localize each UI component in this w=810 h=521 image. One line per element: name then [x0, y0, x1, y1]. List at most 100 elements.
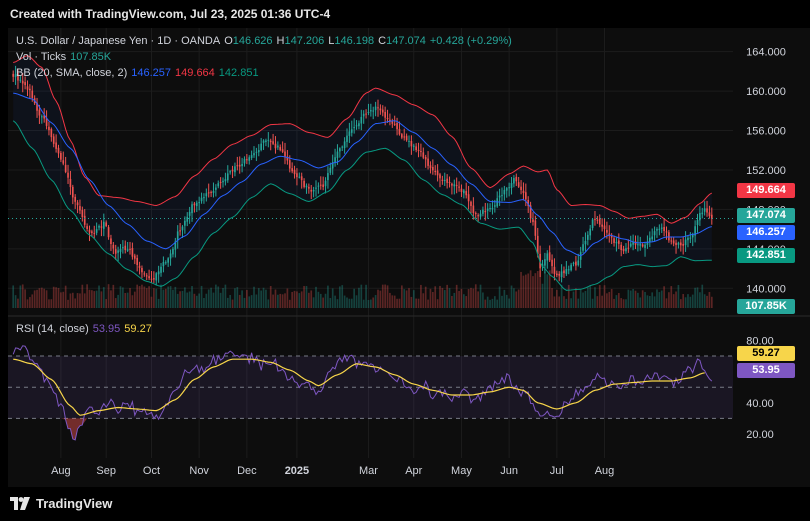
volume-bar — [203, 297, 205, 308]
volume-bar — [551, 288, 553, 308]
volume-bar — [272, 294, 274, 308]
candle-body — [21, 80, 24, 84]
candle-body — [279, 146, 282, 151]
rsi-tick-label: 20.00 — [746, 429, 774, 441]
candle-body — [670, 240, 673, 242]
volume-bar — [684, 297, 687, 308]
candle-body — [248, 157, 251, 161]
candle-body — [446, 178, 448, 183]
volume-bar — [696, 287, 699, 308]
candle-body — [448, 181, 451, 183]
volume-bar — [555, 289, 558, 308]
bb-fill — [13, 55, 712, 291]
candle-body — [420, 151, 422, 153]
volume-bar — [167, 286, 170, 308]
bb-upper-tag: 149.664 — [737, 183, 795, 198]
volume-bar — [193, 293, 196, 308]
volume-bar — [210, 287, 212, 308]
footer-bar: TradingView — [0, 487, 810, 521]
volume-bar — [613, 298, 615, 308]
candle-body — [503, 189, 506, 195]
candle-body — [141, 268, 143, 273]
candle-body — [460, 188, 463, 192]
volume-bar — [439, 285, 441, 308]
volume-bar — [141, 284, 143, 308]
volume-bar — [224, 284, 227, 308]
volume-bar — [67, 299, 69, 308]
candle-body — [334, 157, 336, 163]
volume-bar — [138, 286, 141, 308]
volume-bar — [200, 285, 203, 308]
volume-bar — [515, 291, 518, 308]
volume-bar — [150, 296, 153, 308]
volume-bar — [412, 290, 415, 308]
price-tick-label: 164.000 — [746, 47, 786, 59]
candle-body — [100, 226, 103, 228]
volume-bar — [503, 289, 506, 308]
chart-canvas[interactable]: 164.000160.000156.000152.000148.000144.0… — [8, 28, 810, 487]
candle-body — [563, 270, 565, 274]
candle-body — [124, 245, 127, 251]
candle-body — [472, 205, 475, 213]
volume-bar — [310, 290, 313, 308]
candle-body — [102, 221, 105, 229]
candle-body — [126, 249, 129, 251]
tradingview-logo[interactable]: TradingView — [10, 496, 112, 511]
volume-bar — [617, 293, 620, 308]
candle-body — [160, 266, 162, 273]
volume-bar — [243, 297, 246, 308]
time-tick-label: Jun — [500, 465, 518, 477]
volume-bar — [517, 289, 520, 308]
volume-bar — [265, 289, 267, 308]
volume-bar — [241, 290, 243, 308]
rsi-tick-label: 40.00 — [746, 398, 774, 410]
volume-bar — [451, 296, 453, 308]
candle-body — [515, 176, 518, 182]
change-value: +0.428 (+0.29%) — [429, 35, 512, 47]
volume-bar — [298, 293, 301, 308]
volume-bar — [153, 288, 155, 308]
rsi-label: RSI (14, close) — [16, 323, 89, 335]
volume-bar — [710, 296, 713, 308]
volume-bar — [195, 295, 198, 308]
candle-body — [277, 145, 279, 148]
candle-body — [164, 262, 167, 264]
volume-bar — [491, 298, 494, 308]
candle-body — [329, 167, 332, 173]
volume-bar — [188, 291, 191, 308]
volume-bar — [52, 286, 55, 308]
price-tick-label: 152.000 — [746, 165, 786, 177]
candle-body — [560, 271, 563, 278]
volume-bar — [164, 288, 167, 308]
volume-bar — [45, 290, 48, 308]
volume-bar — [560, 284, 563, 308]
high-label: H — [276, 35, 285, 47]
candle-body — [577, 260, 580, 266]
candle-body — [155, 273, 158, 281]
volume-bar — [348, 298, 351, 308]
volume-bar — [100, 291, 103, 308]
volume-bar — [460, 288, 463, 308]
volume-bar — [131, 295, 134, 308]
volume-bar — [198, 293, 201, 308]
volume-bar — [334, 295, 336, 308]
tradingview-logo-text: TradingView — [36, 496, 113, 511]
volume-bar — [524, 274, 527, 308]
candle-body — [613, 238, 615, 243]
bb-lower-value: 142.851 — [218, 67, 259, 79]
volume-bar — [55, 287, 57, 308]
candle-body — [336, 151, 339, 158]
candle-body — [88, 229, 91, 233]
volume-bar — [212, 292, 215, 308]
volume-bar — [443, 290, 446, 308]
candle-body — [76, 202, 79, 206]
volume-bar — [246, 289, 248, 308]
candle-body — [529, 205, 532, 219]
candle-body — [396, 122, 398, 130]
volume-bar — [501, 295, 503, 308]
volume-bar — [653, 296, 656, 308]
candle-body — [598, 218, 601, 225]
volume-bar — [184, 287, 186, 308]
volume-bar — [606, 293, 608, 308]
candle-body — [439, 174, 441, 179]
